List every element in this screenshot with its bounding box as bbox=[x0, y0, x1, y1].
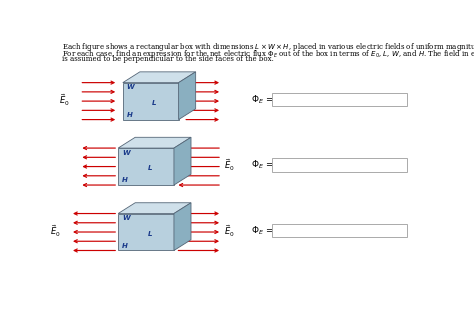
Polygon shape bbox=[118, 214, 174, 250]
Polygon shape bbox=[118, 203, 191, 214]
Text: L: L bbox=[147, 165, 152, 171]
Polygon shape bbox=[118, 148, 174, 185]
Text: W: W bbox=[127, 84, 135, 90]
Polygon shape bbox=[123, 72, 196, 83]
Text: $\vec{E}_0$: $\vec{E}_0$ bbox=[224, 224, 235, 239]
Text: W: W bbox=[122, 150, 130, 156]
Text: is assumed to be perpendicular to the side faces of the box.: is assumed to be perpendicular to the si… bbox=[63, 55, 274, 63]
Polygon shape bbox=[174, 203, 191, 250]
Bar bbox=[272, 158, 407, 172]
Text: $\Phi_E$ =: $\Phi_E$ = bbox=[251, 159, 274, 171]
Text: $\Phi_E$ =: $\Phi_E$ = bbox=[251, 93, 274, 106]
Bar bbox=[272, 93, 407, 107]
Text: H: H bbox=[122, 243, 128, 249]
Polygon shape bbox=[174, 137, 191, 185]
Text: L: L bbox=[152, 100, 157, 106]
Text: H: H bbox=[127, 112, 133, 118]
Polygon shape bbox=[123, 83, 179, 120]
Text: $\vec{E}_0$: $\vec{E}_0$ bbox=[59, 93, 70, 108]
Text: $\Phi_E$ =: $\Phi_E$ = bbox=[251, 224, 274, 237]
Text: For each case, find an expression for the net electric flux $\Phi_E$ out of the : For each case, find an expression for th… bbox=[63, 48, 474, 60]
Text: $\vec{E}_0$: $\vec{E}_0$ bbox=[50, 224, 61, 239]
Bar bbox=[272, 224, 407, 237]
Text: $\vec{E}_0$: $\vec{E}_0$ bbox=[224, 158, 235, 174]
Polygon shape bbox=[118, 137, 191, 148]
Text: H: H bbox=[122, 178, 128, 184]
Polygon shape bbox=[179, 72, 196, 120]
Text: W: W bbox=[122, 215, 130, 221]
Text: Each figure shows a rectangular box with dimensions $L \times W \times H$, place: Each figure shows a rectangular box with… bbox=[63, 41, 474, 53]
Text: L: L bbox=[147, 231, 152, 237]
